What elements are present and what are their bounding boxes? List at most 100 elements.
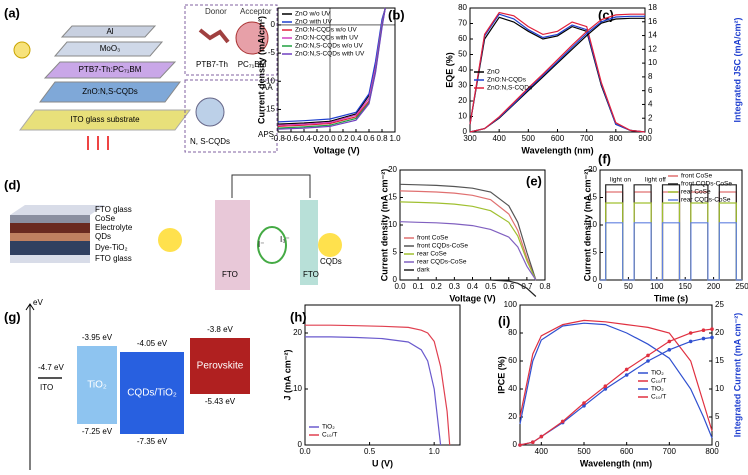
x-tick-label: 0.3 [449,282,461,291]
y-tick-label: 0 [513,440,518,449]
y-tick-label: 0 [298,440,303,449]
level: -4.7 eV [38,363,64,372]
marker [710,335,714,340]
x-tick-label: 0.2 [431,282,443,291]
y2-axis-label: Integrated Current (mA cm⁻²) [732,313,742,437]
level: -3.8 eV [207,325,233,334]
electrode-label: FTO [303,270,319,279]
series-line [519,322,713,439]
legend-label: ZnO:N-CQDs w/o UV [295,27,357,34]
y-tick-label: 60 [458,34,467,43]
x-tick-label: 0.2 [337,134,349,143]
series-line [399,221,537,281]
bulb [13,41,31,59]
series-line [399,190,537,281]
level: -4.05 eV [137,339,168,348]
redox-cycle [257,226,287,264]
series-line [519,319,713,432]
layer-label: FTO glass [95,254,132,263]
layer-label: CoSe [95,214,116,223]
x-tick-label: 600 [551,134,565,143]
marker [603,384,608,389]
cqd [195,97,225,127]
marker [701,328,706,333]
x-tick-label: 1.0 [389,134,401,143]
layer [53,41,164,57]
layer [39,81,181,103]
y-tick-label: 80 [458,3,467,12]
y-tick-label: 60 [508,356,517,365]
y2-tick-label: 2 [648,113,653,122]
y-tick-label: -10 [263,76,275,85]
marker [560,419,565,424]
legend-label: ZnO:N-CQDs [487,77,527,84]
y2-tick-label: 5 [715,412,720,421]
cqds-label: CQDs [320,257,342,266]
legend-label: ZnO [487,69,500,76]
x-axis-label: U (V) [372,458,393,468]
layer [10,215,90,223]
legend-label: front CQDs-CoSe [417,243,468,250]
y-tick-label: 5 [593,248,598,257]
y-tick-label: 30 [458,81,467,90]
legend-label: ZnO:N-CQDs with UV [295,35,359,42]
box-label: TiO₂ [87,380,107,391]
series-line [519,336,713,446]
x-tick-label: -0.2 [310,134,324,143]
y-tick-label: 20 [293,328,302,337]
series-line [399,183,537,281]
x-tick-label: 250 [735,282,748,291]
x-tick-label: 0.4 [350,134,362,143]
ito-label: ITO [40,383,53,392]
marker [646,359,650,363]
legend-label: front CoSe [681,173,712,180]
y-tick-label: 70 [458,19,467,28]
x-tick-label: 150 [679,282,693,291]
ion: I⁻ [258,240,264,249]
panel-d: (d) FTO glass CoSe Electrolyte QDs Dye-T… [4,174,342,290]
layer-label: Al [106,27,113,36]
y-axis-label: Current density (mA cm⁻²) [582,169,592,281]
legend-label: TiO₂ [651,386,664,393]
x-tick-label: -0.6 [284,134,298,143]
legend-label: C₁₀/T [651,378,666,385]
layer-label: MoO₃ [100,44,121,53]
series-line [277,7,386,123]
y2-tick-label: 18 [648,3,657,12]
y-tick-label: 40 [458,65,467,74]
aa-label: AA [262,83,273,92]
layer [19,109,191,131]
legend-label: front CQDs-CoSe [681,181,732,188]
tio2-box [77,346,117,424]
x-tick-label: 50 [624,282,633,291]
legend-label: ZnO:N,S-CQDs [487,85,533,92]
legend-label: rear CoSe [681,189,711,196]
y-axis-label: EQE (%) [444,52,454,88]
series-line [305,324,451,446]
x-tick-label: 0.0 [299,447,311,456]
legend-label: C₁₀/T [322,432,337,439]
panel-label: (a) [4,5,20,20]
layer-label: ZnO:N,S-CQDs [82,87,138,96]
y-tick-label: -15 [263,105,275,114]
legend-label: TiO₂ [651,370,664,377]
level: -7.25 eV [82,427,113,436]
legend-label: rear CoSe [417,251,447,258]
y-tick-label: 50 [458,50,467,59]
panel-a: (a) Al MoO₃ PTB7-Th:PC₇₁BM ZnO:N,S-CQDs … [4,4,278,153]
annotation: light on [610,177,631,184]
marker [688,339,693,344]
annotation: light off [645,177,666,184]
box-label: Perovskite [197,361,244,372]
x-axis-label: Wavelength (nm) [580,458,652,468]
series-line [519,328,713,446]
x-tick-label: 300 [463,134,477,143]
cqd-box [120,352,184,434]
aps-label: APS [258,130,274,139]
y2-tick-label: 10 [648,58,657,67]
y2-tick-label: 20 [715,328,724,337]
series-line [600,222,742,281]
cqd-box [184,79,278,153]
y-tick-label: 15 [588,193,597,202]
legend-label: ZnO with UV [295,19,333,26]
